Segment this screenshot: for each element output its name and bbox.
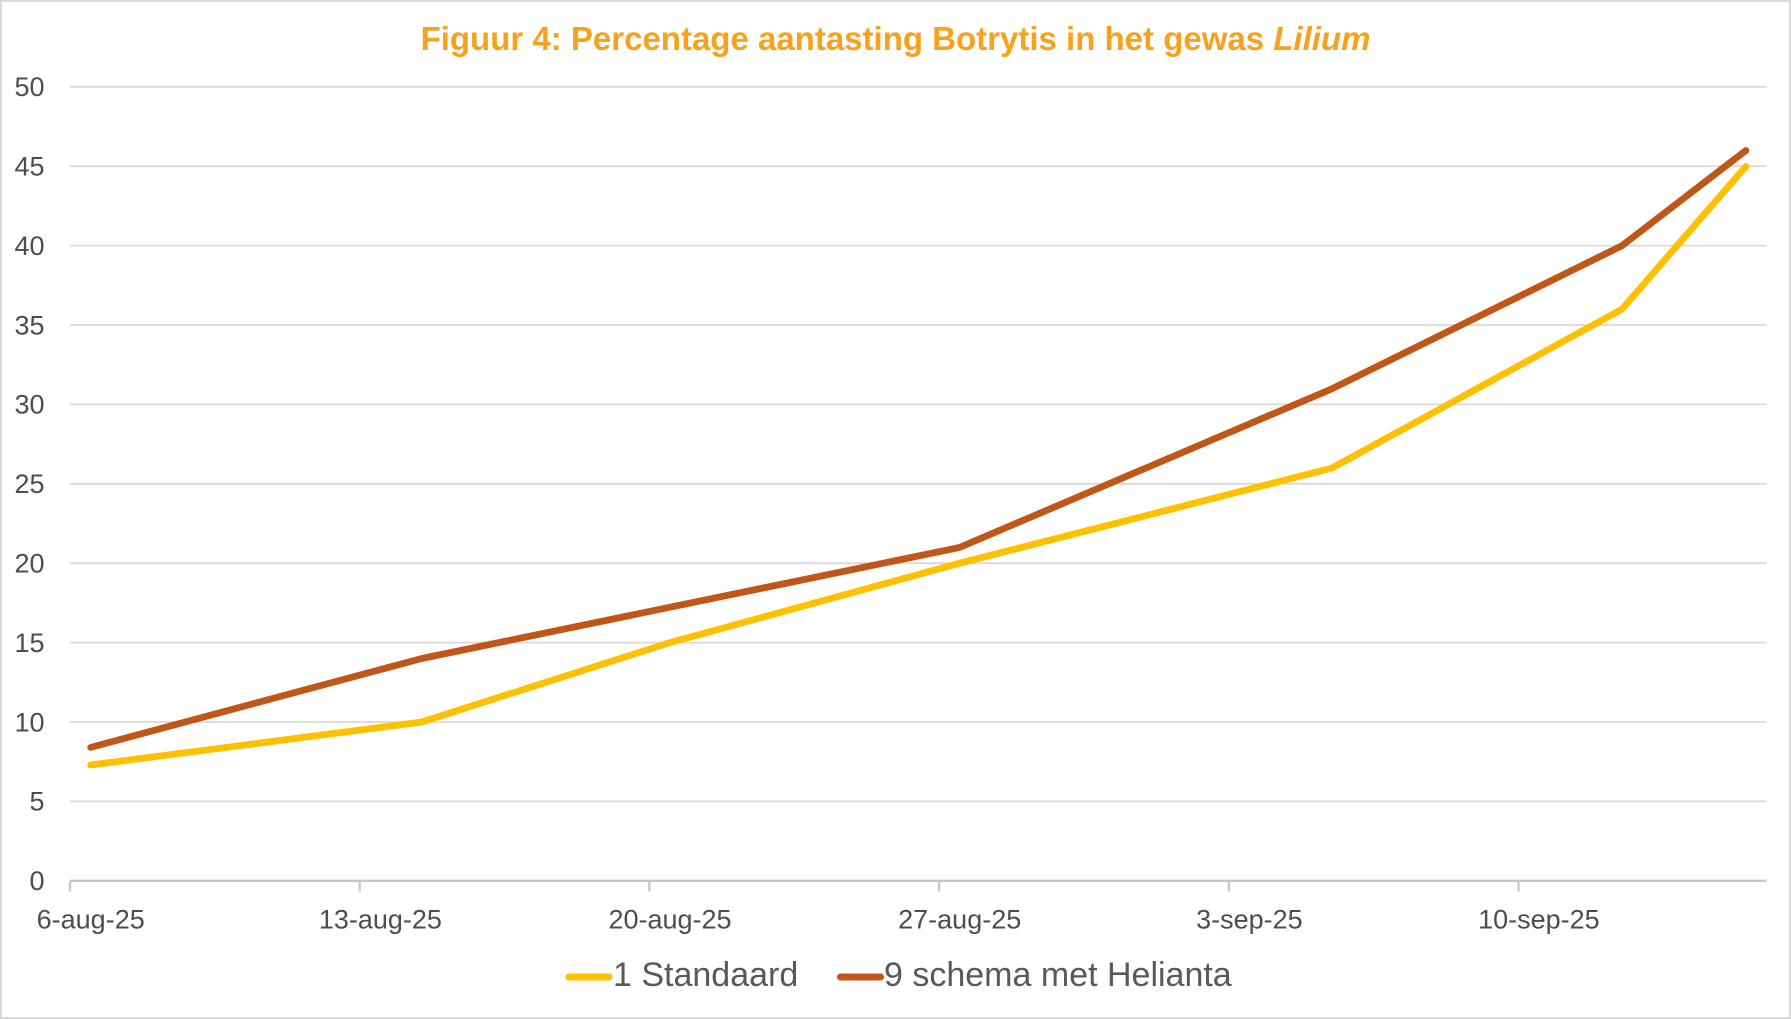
- svg-text:30: 30: [14, 390, 44, 420]
- svg-text:25: 25: [14, 469, 44, 499]
- svg-text:50: 50: [14, 72, 44, 102]
- svg-text:9 schema met Helianta: 9 schema met Helianta: [884, 956, 1232, 994]
- svg-text:0: 0: [29, 866, 44, 896]
- svg-text:6-aug-25: 6-aug-25: [37, 905, 145, 935]
- svg-text:20-aug-25: 20-aug-25: [608, 905, 731, 935]
- svg-text:1 Standaard: 1 Standaard: [613, 956, 798, 994]
- svg-text:10: 10: [14, 707, 44, 737]
- svg-text:20: 20: [14, 549, 44, 579]
- svg-text:27-aug-25: 27-aug-25: [898, 905, 1021, 935]
- svg-text:13-aug-25: 13-aug-25: [319, 905, 442, 935]
- svg-text:40: 40: [14, 231, 44, 261]
- svg-text:10-sep-25: 10-sep-25: [1478, 905, 1600, 935]
- svg-text:Figuur 4: Percentage aantastin: Figuur 4: Percentage aantasting Botrytis…: [421, 20, 1371, 57]
- svg-text:5: 5: [29, 787, 44, 817]
- svg-text:35: 35: [14, 310, 44, 340]
- svg-text:45: 45: [14, 152, 44, 182]
- svg-text:15: 15: [14, 628, 44, 658]
- svg-text:3-sep-25: 3-sep-25: [1196, 905, 1303, 935]
